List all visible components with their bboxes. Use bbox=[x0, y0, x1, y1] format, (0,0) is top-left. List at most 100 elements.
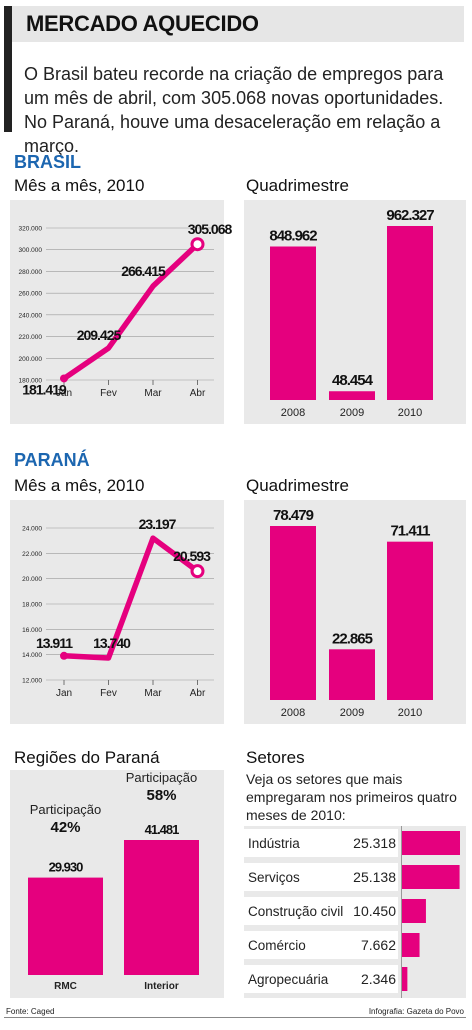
sector-row bbox=[244, 931, 398, 959]
bar bbox=[387, 541, 433, 700]
source-note: Fonte: Caged bbox=[6, 1007, 55, 1016]
bar bbox=[28, 877, 103, 975]
bar bbox=[329, 649, 375, 700]
sector-value-label: 25.138 bbox=[353, 869, 396, 885]
x-tick-label: 2009 bbox=[340, 707, 364, 719]
bar-value-label: 962.327 bbox=[386, 207, 434, 224]
brasil-quad-title: Quadrimestre bbox=[246, 176, 349, 195]
sectors-bar-chart: Indústria 25.318 Serviços 25.138 Construção … bbox=[244, 826, 466, 998]
sector-row bbox=[244, 829, 398, 857]
y-tick-label: 220.000 bbox=[19, 334, 43, 341]
y-tick-label: 22.000 bbox=[22, 551, 42, 558]
bar bbox=[402, 899, 426, 923]
bar bbox=[402, 831, 460, 855]
sector-value-label: 2.346 bbox=[361, 971, 396, 987]
sector-value-label: 25.318 bbox=[353, 835, 396, 851]
intro-rule bbox=[4, 42, 12, 132]
data-point bbox=[190, 564, 205, 579]
sector-name: Indústria bbox=[248, 836, 300, 851]
sector-value-label: 10.450 bbox=[353, 903, 396, 919]
data-point bbox=[60, 651, 68, 660]
brasil-monthly-title: Mês a mês, 2010 bbox=[14, 176, 145, 195]
y-tick-label: 18.000 bbox=[22, 602, 42, 609]
y-tick-label: 200.000 bbox=[19, 356, 43, 363]
y-tick-label: 320.000 bbox=[19, 226, 43, 233]
data-label: 209.425 bbox=[77, 327, 122, 343]
regions-title: Regiões do Paraná bbox=[14, 748, 160, 767]
x-tick-label: 2008 bbox=[281, 707, 305, 719]
footer-rule bbox=[4, 1017, 466, 1018]
y-tick-label: 20.000 bbox=[22, 576, 42, 583]
sectors-title: Setores bbox=[246, 748, 305, 767]
brasil-quad-bar-chart: 848.962 2008 48.454 2009 962.327 2010 bbox=[244, 200, 466, 424]
credit-note: Infografia: Gazeta do Povo bbox=[368, 1007, 464, 1016]
data-label: 23.197 bbox=[139, 516, 177, 532]
sector-name: Comércio bbox=[248, 938, 306, 953]
x-tick-label: 2008 bbox=[281, 407, 305, 419]
y-tick-label: 24.000 bbox=[22, 526, 42, 533]
bar bbox=[402, 865, 460, 889]
sector-row bbox=[244, 897, 398, 925]
participation-label: Participação bbox=[30, 802, 102, 817]
data-label: 305.068 bbox=[188, 221, 233, 237]
data-label: 266.415 bbox=[121, 263, 166, 279]
intro-text: O Brasil bateu recorde na criação de emp… bbox=[24, 64, 444, 156]
data-point bbox=[60, 374, 68, 383]
page-title: MERCADO AQUECIDO bbox=[26, 11, 259, 36]
data-label: 20.593 bbox=[173, 548, 211, 564]
x-tick-label: Abr bbox=[190, 688, 206, 699]
sector-name: Agropecuária bbox=[248, 972, 329, 987]
y-tick-label: 180.000 bbox=[19, 378, 43, 385]
data-label: 181.419 bbox=[22, 381, 67, 397]
bar-value-label: 78.479 bbox=[273, 507, 314, 524]
x-tick-label: Abr bbox=[190, 388, 206, 399]
parana-quad-bar-chart: 78.479 2008 22.865 2009 71.411 2010 bbox=[244, 500, 466, 724]
participation-label: Participação bbox=[126, 770, 198, 785]
data-point bbox=[190, 237, 205, 252]
brasil-monthly-line-chart: 180.000 200.000 220.000 240.000 260.000 280.0… bbox=[10, 200, 234, 424]
x-tick-label: 2010 bbox=[398, 707, 422, 719]
x-tick-label: Jan bbox=[56, 388, 72, 399]
y-tick-label: 12.000 bbox=[22, 678, 42, 685]
bar bbox=[124, 840, 199, 975]
x-tick-label: RMC bbox=[54, 981, 77, 992]
data-label: 13.740 bbox=[93, 635, 131, 651]
bar-value-label: 848.962 bbox=[269, 227, 317, 244]
parana-quad-title: Quadrimestre bbox=[246, 476, 349, 495]
parana-monthly-title: Mês a mês, 2010 bbox=[14, 476, 145, 495]
title-bar: MERCADO AQUECIDO bbox=[4, 6, 464, 42]
parana-monthly-line-chart: 12.000 14.000 16.000 18.000 20.000 22.000 24.0… bbox=[10, 500, 224, 724]
bar-value-label: 71.411 bbox=[390, 523, 430, 540]
sector-row bbox=[244, 965, 398, 993]
brasil-section-title: BRASIL bbox=[14, 152, 81, 172]
y-tick-label: 240.000 bbox=[19, 312, 43, 319]
parana-section-title: PARANÁ bbox=[14, 450, 90, 470]
chart-panel bbox=[10, 200, 224, 424]
y-tick-label: 260.000 bbox=[19, 291, 43, 298]
share-label: 42% bbox=[50, 819, 80, 836]
bar bbox=[387, 226, 433, 400]
bar bbox=[270, 246, 316, 400]
bar bbox=[270, 526, 316, 700]
bar bbox=[329, 391, 375, 400]
sector-value-label: 7.662 bbox=[361, 937, 396, 953]
y-tick-label: 300.000 bbox=[19, 247, 43, 254]
data-label: 13.911 bbox=[36, 635, 73, 651]
sectors-note: Veja os setores que mais empregaram nos … bbox=[246, 771, 457, 823]
regions-bar-chart: 29.930 Participação 42% RMC 41.481 Participaç… bbox=[10, 770, 224, 998]
x-tick-label: Jan bbox=[56, 688, 72, 699]
x-tick-label: 2010 bbox=[398, 407, 422, 419]
sector-row bbox=[244, 863, 398, 891]
y-tick-label: 280.000 bbox=[19, 269, 43, 276]
bar-value-label: 22.865 bbox=[332, 630, 373, 647]
x-tick-label: 2009 bbox=[340, 407, 364, 419]
bar-value-label: 41.481 bbox=[145, 822, 180, 837]
bar bbox=[402, 967, 408, 991]
sector-name: Construção civil bbox=[248, 904, 343, 919]
bar bbox=[402, 933, 420, 957]
y-tick-label: 16.000 bbox=[22, 627, 42, 634]
bar-value-label: 29.930 bbox=[49, 860, 84, 875]
share-label: 58% bbox=[146, 787, 176, 804]
x-tick-label: Fev bbox=[100, 688, 117, 699]
x-tick-label: Interior bbox=[144, 981, 179, 992]
